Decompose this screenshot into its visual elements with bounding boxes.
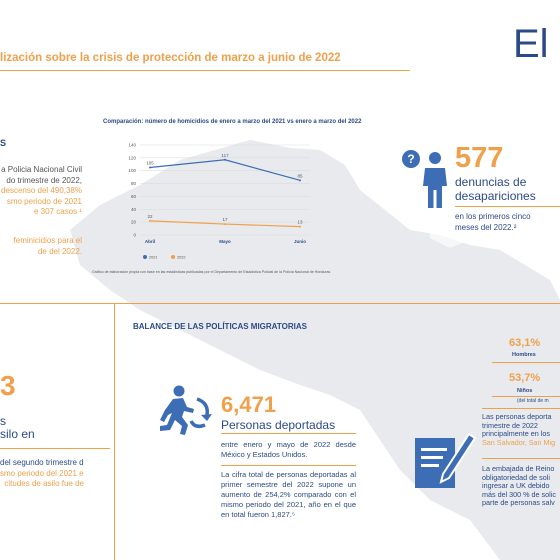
asilo-text: del segundo trimestre de smo periodo del… (0, 458, 84, 490)
text-line: ingresar a UK debido (482, 481, 550, 491)
legend-swatch (143, 255, 147, 259)
text-line: feminicidios para el (13, 236, 82, 245)
data-label: 13 (297, 220, 303, 225)
data-point (299, 225, 301, 228)
y-tick-label: 40 (131, 207, 137, 212)
y-tick-label: 60 (131, 194, 137, 199)
y-tick-label: 140 (128, 143, 136, 148)
data-point (224, 223, 226, 226)
divider (482, 458, 560, 459)
deportadas-number: 6,471 (221, 392, 277, 417)
divider (221, 433, 356, 434)
text-line: de del 2022. (37, 246, 82, 256)
text-line: citudes de asilo fue de (4, 479, 84, 488)
svg-text:?: ? (407, 152, 414, 166)
text-line: del segundo trimestre de (0, 458, 84, 467)
text-line: principalmente en los (482, 429, 550, 439)
ninos-percentage: 53,7% (509, 372, 541, 384)
brand-title: El S (513, 22, 560, 66)
divider (0, 448, 110, 449)
series-line-2021 (149, 159, 301, 181)
text-line: smo periodo de 2021 (6, 196, 82, 206)
divider (221, 465, 356, 466)
text-line: smo periodo del 2021 el (0, 468, 84, 478)
label-line: desapariciones (455, 189, 536, 203)
text-line: La embajada de Reino (482, 465, 555, 473)
divider (455, 206, 560, 207)
y-tick-label: 80 (131, 181, 137, 186)
feminicidios-text: feminicidios para el de del 2022. (0, 236, 82, 257)
text-line: e 307 casos ¹ (33, 207, 82, 216)
divider (492, 362, 560, 363)
y-tick-label: 20 (131, 220, 137, 225)
text-line: a Policia Nacional Civil (1, 165, 82, 174)
text-line: do trimestre de 2022, (6, 175, 82, 185)
legend-swatch (171, 255, 175, 259)
text-line: Las personas deporta (482, 413, 552, 421)
homicidios-text: a Policia Nacional Civil do trimestre de… (0, 165, 82, 218)
x-tick-label: Mayo (219, 239, 231, 244)
data-label: 117 (221, 153, 229, 158)
divider (482, 408, 560, 409)
desapariciones-label: denuncias de desapariciones (455, 175, 536, 203)
chart-source-note: Gráfico de elaboración propia con base e… (92, 270, 331, 274)
y-tick-label: 120 (128, 155, 136, 160)
balance-heading: BALANCE DE LAS POLÍTICAS MIGRATORIAS (133, 322, 307, 331)
running-person-icon (160, 385, 212, 435)
label-line: s (0, 414, 6, 428)
data-label: 105 (146, 161, 154, 166)
hombres-percentage: 63,1% (509, 337, 541, 349)
text-line: San Salvador, San Mig (482, 437, 556, 447)
person-question-icon: ? (402, 150, 447, 208)
desapariciones-sub: en los primeros cinco meses del 2022.² (455, 212, 531, 233)
data-label: 85 (297, 173, 303, 178)
data-point (149, 219, 151, 222)
legend-label: 2022 (177, 256, 185, 260)
header-divider (0, 70, 410, 71)
legend-label: 2021 (149, 256, 157, 260)
sub-line: meses del 2022.² (455, 222, 517, 232)
x-tick-label: Abril (145, 239, 155, 244)
deportadas-origin-text: Las personas deporta trimestre de 2022 p… (482, 413, 560, 447)
text-line: descenso del 490,38% (1, 186, 82, 195)
percentage-note: (del total de m (517, 398, 549, 404)
sub-line: en los primeros cinco (455, 212, 531, 221)
label-line: silo en (0, 427, 35, 441)
deportadas-label: Personas deportadas (221, 418, 336, 432)
data-point (299, 179, 301, 182)
data-label: 22 (147, 214, 153, 219)
x-tick-label: Junio (294, 239, 306, 244)
desapariciones-number: 577 (455, 142, 504, 174)
column-divider (114, 303, 115, 560)
deportadas-sub: entre enero y mayo de 2022 desde México … (221, 440, 356, 459)
page-title: lización sobre la crisis de protección d… (0, 52, 341, 64)
y-tick-label: 0 (133, 233, 136, 238)
homicides-line-chart: 0 20 40 60 80 100 120 140 Abril Mayo Junio 105 117 85… (128, 143, 310, 260)
text-line: obligatoriedad de soli (482, 472, 550, 482)
asilo-number: 3 (0, 370, 16, 401)
text-line: más del 300 % de solic (482, 489, 556, 499)
section-divider (0, 303, 560, 304)
text-line: trimestre de 2022 (482, 420, 538, 430)
ninos-label: Niños (517, 388, 533, 394)
uk-visa-text: La embajada de Reino obligatoriedad de s… (482, 465, 560, 508)
data-point (149, 166, 151, 169)
document-pen-icon (415, 432, 477, 488)
data-label: 17 (222, 217, 228, 222)
hombres-label: Hombres (512, 352, 536, 358)
label-line: denuncias de (455, 175, 527, 189)
asilo-label: s silo en (0, 415, 35, 441)
homicidios-heading: S (0, 138, 7, 148)
data-point (224, 158, 226, 161)
text-line: parte de personas salv (482, 498, 555, 508)
y-tick-label: 100 (128, 168, 136, 173)
divider (492, 396, 560, 397)
chart-title: Comparación: número de homicidios de ene… (103, 119, 362, 125)
deportadas-text: La cifra total de personas deportadas al… (221, 470, 356, 519)
